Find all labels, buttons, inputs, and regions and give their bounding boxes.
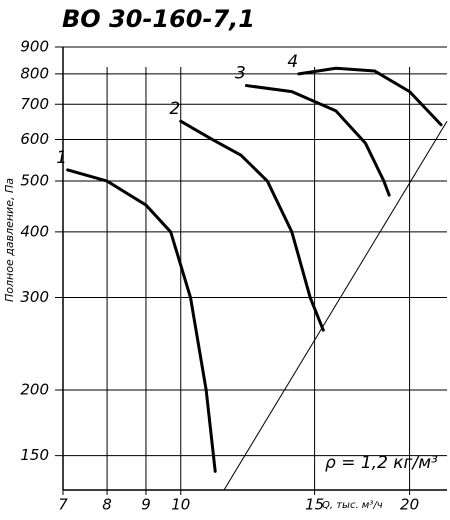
x-axis-label: Q, тыс. м³/ч — [322, 500, 383, 511]
y-tick-label: 300 — [20, 288, 49, 306]
curve — [297, 66, 443, 127]
x-tick-label: 15 — [305, 496, 324, 514]
x-tick-label: 7 — [58, 496, 68, 514]
y-axis-label: Полное давление, Па — [3, 178, 16, 302]
curve-label: 4 — [287, 52, 298, 72]
y-tick-label: 900 — [20, 38, 49, 56]
curve-label: 1 — [56, 148, 67, 168]
curve — [179, 119, 325, 332]
chart-title: ВО 30-160-7,1 — [62, 5, 255, 33]
y-tick-label: 600 — [20, 130, 49, 148]
curve-label: 2 — [169, 99, 180, 119]
x-tick-label: 20 — [400, 496, 419, 514]
boundary-line — [223, 120, 448, 491]
y-tick-label: 700 — [20, 95, 49, 113]
curve — [244, 84, 391, 197]
y-tick-label: 500 — [20, 172, 49, 190]
x-tick-label: 10 — [171, 496, 190, 514]
y-tick-label: 150 — [20, 446, 49, 464]
x-tick-label: 8 — [102, 496, 112, 514]
x-tick-label: 9 — [141, 496, 151, 514]
y-tick-label: 800 — [20, 64, 49, 82]
y-tick-label: 200 — [20, 381, 49, 399]
curve — [66, 168, 217, 473]
curve-label: 3 — [235, 64, 246, 84]
y-tick-label: 400 — [20, 222, 49, 240]
